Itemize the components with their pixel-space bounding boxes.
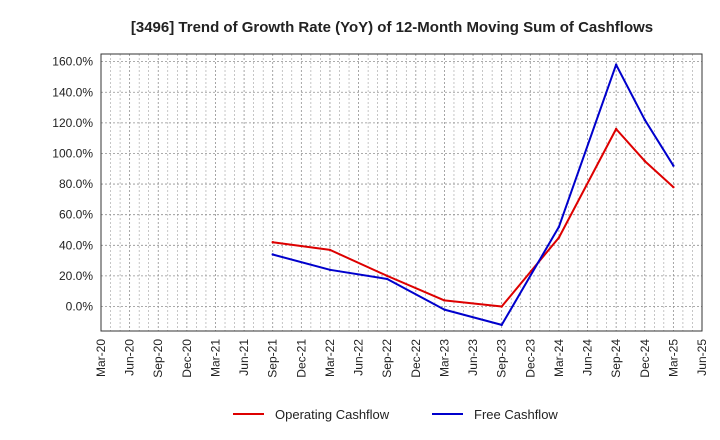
data-point bbox=[614, 127, 618, 131]
x-tick-label: Sep-21 bbox=[266, 339, 280, 378]
x-tick-label: Mar-22 bbox=[323, 339, 337, 377]
plot-area: 0.0% 20.0% 40.0% 60.0% 80.0% 100.0% 120.0% 140.… bbox=[52, 53, 709, 378]
data-point bbox=[643, 118, 646, 122]
data-point bbox=[385, 274, 389, 278]
x-tick-label: Jun-24 bbox=[581, 339, 595, 376]
data-point bbox=[443, 299, 446, 302]
data-point bbox=[328, 248, 332, 252]
data-point bbox=[271, 253, 274, 256]
data-point bbox=[271, 241, 274, 244]
data-point bbox=[643, 159, 646, 163]
plot-frame bbox=[100, 53, 703, 332]
y-tick-label: 100.0% bbox=[52, 146, 93, 160]
y-tick-label: 60.0% bbox=[59, 208, 93, 222]
x-tick-label: Mar-24 bbox=[552, 339, 566, 377]
x-tick-label: Mar-21 bbox=[208, 339, 222, 377]
y-tick-label: 0.0% bbox=[66, 300, 94, 314]
x-tick-label: Dec-21 bbox=[294, 339, 308, 378]
x-tick-label: Jun-22 bbox=[352, 339, 366, 376]
x-tick-label: Dec-20 bbox=[180, 339, 194, 378]
x-tick-label: Dec-22 bbox=[409, 339, 423, 378]
x-tick-label: Mar-23 bbox=[437, 339, 451, 377]
data-point bbox=[443, 308, 446, 311]
x-tick-label: Jun-21 bbox=[237, 339, 251, 376]
data-point bbox=[672, 164, 675, 167]
data-point bbox=[328, 268, 332, 271]
x-tick-label: Dec-23 bbox=[523, 339, 537, 378]
x-tick-label: Jun-25 bbox=[695, 339, 709, 376]
x-tick-label: Mar-20 bbox=[94, 339, 108, 377]
x-tick-label: Dec-24 bbox=[638, 339, 652, 378]
y-tick-label: 80.0% bbox=[59, 177, 93, 191]
data-point bbox=[557, 236, 561, 239]
data-point bbox=[500, 305, 503, 308]
chart-title: [3496] Trend of Growth Rate (YoY) of 12-… bbox=[131, 19, 653, 36]
data-point bbox=[672, 185, 675, 189]
x-tick-label: Sep-22 bbox=[380, 339, 394, 378]
x-tick-label: Jun-23 bbox=[466, 339, 480, 376]
x-tick-label: Mar-25 bbox=[666, 339, 680, 377]
x-tick-label: Jun-20 bbox=[123, 339, 137, 376]
plot-background bbox=[101, 54, 702, 331]
x-tick-label: Sep-24 bbox=[609, 339, 623, 378]
legend-label-2: Free Cashflow bbox=[474, 407, 558, 422]
data-point bbox=[385, 277, 389, 281]
y-tick-label: 20.0% bbox=[59, 269, 93, 283]
y-tick-label: 40.0% bbox=[59, 238, 93, 252]
y-tick-label: 140.0% bbox=[52, 85, 93, 99]
y-tick-label: 160.0% bbox=[52, 55, 93, 69]
data-point bbox=[614, 63, 618, 66]
data-point bbox=[500, 323, 503, 327]
x-tick-label: Sep-20 bbox=[151, 339, 165, 378]
x-tick-label: Sep-23 bbox=[495, 339, 509, 378]
y-tick-label: 120.0% bbox=[52, 116, 93, 130]
legend-label-1: Operating Cashflow bbox=[275, 407, 390, 422]
legend: Operating Cashflow Free Cashflow bbox=[233, 407, 558, 422]
data-point bbox=[557, 225, 561, 229]
